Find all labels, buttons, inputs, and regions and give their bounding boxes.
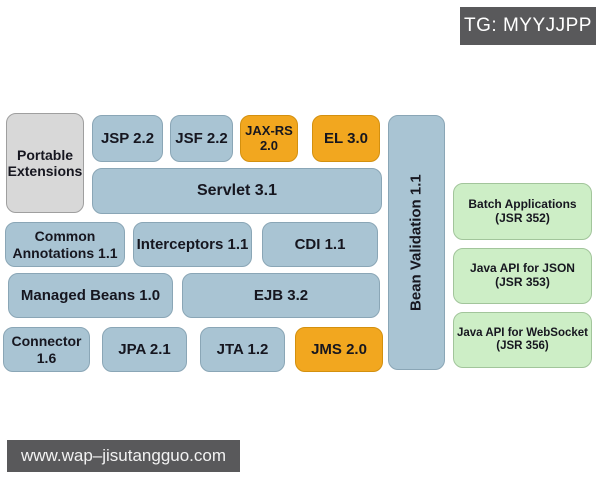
block-jaxrs: JAX-RS 2.0 — [240, 115, 298, 162]
block-label: JSF 2.2 — [175, 129, 228, 147]
block-label: Java API for JSON (JSR 353) — [470, 261, 575, 289]
block-cdi: CDI 1.1 — [262, 222, 378, 267]
block-label: JTA 1.2 — [216, 340, 269, 358]
block-jpa: JPA 2.1 — [102, 327, 187, 372]
block-jsp: JSP 2.2 — [92, 115, 163, 162]
block-label: CDI 1.1 — [294, 235, 346, 253]
block-jsf: JSF 2.2 — [170, 115, 233, 162]
block-label: Portable Extensions — [7, 146, 83, 179]
block-label: Bean Validation 1.1 — [407, 174, 425, 311]
block-el: EL 3.0 — [312, 115, 380, 162]
block-label: JMS 2.0 — [311, 340, 367, 358]
block-portable-extensions: Portable Extensions — [6, 113, 84, 213]
block-java-api-websocket: Java API for WebSocket (JSR 356) — [453, 312, 592, 368]
tg-badge: TG: MYYJJPP — [460, 7, 596, 45]
block-label: Connector 1.6 — [11, 333, 82, 366]
block-bean-validation: Bean Validation 1.1 — [388, 115, 445, 370]
block-label: Java API for WebSocket (JSR 356) — [456, 326, 589, 352]
block-label: JSP 2.2 — [100, 129, 155, 147]
block-batch-applications: Batch Applications (JSR 352) — [453, 183, 592, 240]
block-label: Servlet 3.1 — [196, 181, 278, 199]
block-interceptors: Interceptors 1.1 — [133, 222, 252, 267]
block-common-annotations: Common Annotations 1.1 — [5, 222, 125, 267]
block-label: EJB 3.2 — [253, 286, 309, 304]
block-label: EL 3.0 — [324, 129, 368, 147]
tg-badge-label: TG: MYYJJPP — [464, 15, 592, 36]
block-servlet: Servlet 3.1 — [92, 168, 382, 214]
block-label: Common Annotations 1.1 — [12, 228, 118, 261]
watermark-label: www.wap–jisutangguo.com — [20, 446, 227, 465]
block-label: Managed Beans 1.0 — [20, 286, 161, 304]
block-managed-beans: Managed Beans 1.0 — [8, 273, 173, 318]
watermark-bar: www.wap–jisutangguo.com — [7, 440, 240, 472]
block-connector: Connector 1.6 — [3, 327, 90, 372]
block-label: JAX-RS 2.0 — [245, 122, 293, 153]
block-java-api-json: Java API for JSON (JSR 353) — [453, 248, 592, 304]
block-jms: JMS 2.0 — [295, 327, 383, 372]
block-label: Batch Applications (JSR 352) — [468, 196, 577, 225]
block-label: JPA 2.1 — [118, 340, 171, 358]
block-label: Interceptors 1.1 — [136, 235, 249, 253]
block-jta: JTA 1.2 — [200, 327, 285, 372]
block-ejb: EJB 3.2 — [182, 273, 380, 318]
